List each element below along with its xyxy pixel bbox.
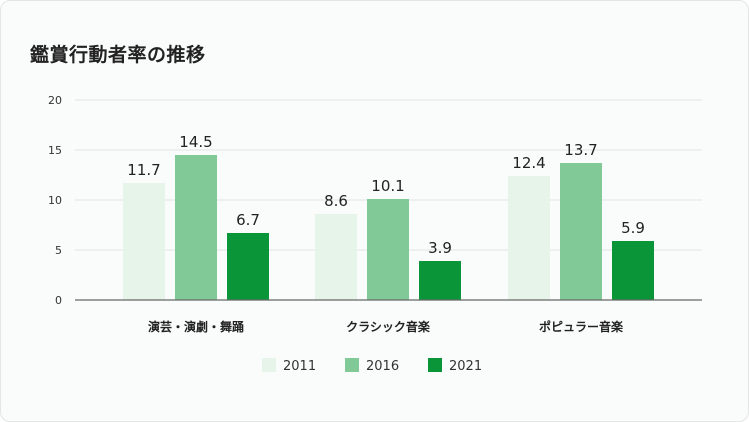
chart-title: 鑑賞行動者率の推移 [30, 44, 206, 66]
data-label: 13.7 [564, 141, 597, 159]
legend-swatch [345, 358, 359, 372]
bar [227, 233, 269, 300]
data-label: 11.7 [127, 161, 160, 179]
legend-swatch [428, 358, 442, 372]
data-label: 5.9 [621, 219, 645, 237]
bar [419, 261, 461, 300]
bar [123, 183, 165, 300]
data-label: 10.1 [371, 177, 404, 195]
y-tick-label: 0 [55, 294, 62, 307]
legend-swatch [262, 358, 276, 372]
y-axis-ticks: 0 5 10 15 20 [48, 94, 62, 307]
y-tick-label: 20 [48, 94, 62, 107]
legend: 2011 2016 2021 [262, 358, 482, 374]
bar [612, 241, 654, 300]
x-axis-labels: 演芸・演劇・舞踊 クラシック音楽 ポピュラー音楽 [148, 319, 624, 334]
x-tick-label: 演芸・演劇・舞踊 [148, 319, 244, 334]
legend-label: 2021 [449, 359, 482, 374]
bars [123, 155, 654, 300]
data-label: 6.7 [236, 211, 260, 229]
legend-label: 2011 [283, 359, 316, 374]
data-label: 3.9 [428, 239, 452, 257]
data-label: 12.4 [512, 154, 545, 172]
bar [508, 176, 550, 300]
x-tick-label: クラシック音楽 [346, 319, 431, 334]
bar [560, 163, 602, 300]
y-tick-label: 5 [55, 244, 62, 257]
y-tick-label: 15 [48, 144, 62, 157]
bar [315, 214, 357, 300]
data-label: 8.6 [324, 192, 348, 210]
bar [175, 155, 217, 300]
legend-label: 2016 [366, 359, 399, 374]
value-labels: 11.7 14.5 6.7 8.6 10.1 3.9 12.4 13.7 5.9 [127, 133, 645, 257]
bar [367, 199, 409, 300]
data-label: 14.5 [179, 133, 212, 151]
y-tick-label: 10 [48, 194, 62, 207]
x-tick-label: ポピュラー音楽 [539, 319, 624, 334]
